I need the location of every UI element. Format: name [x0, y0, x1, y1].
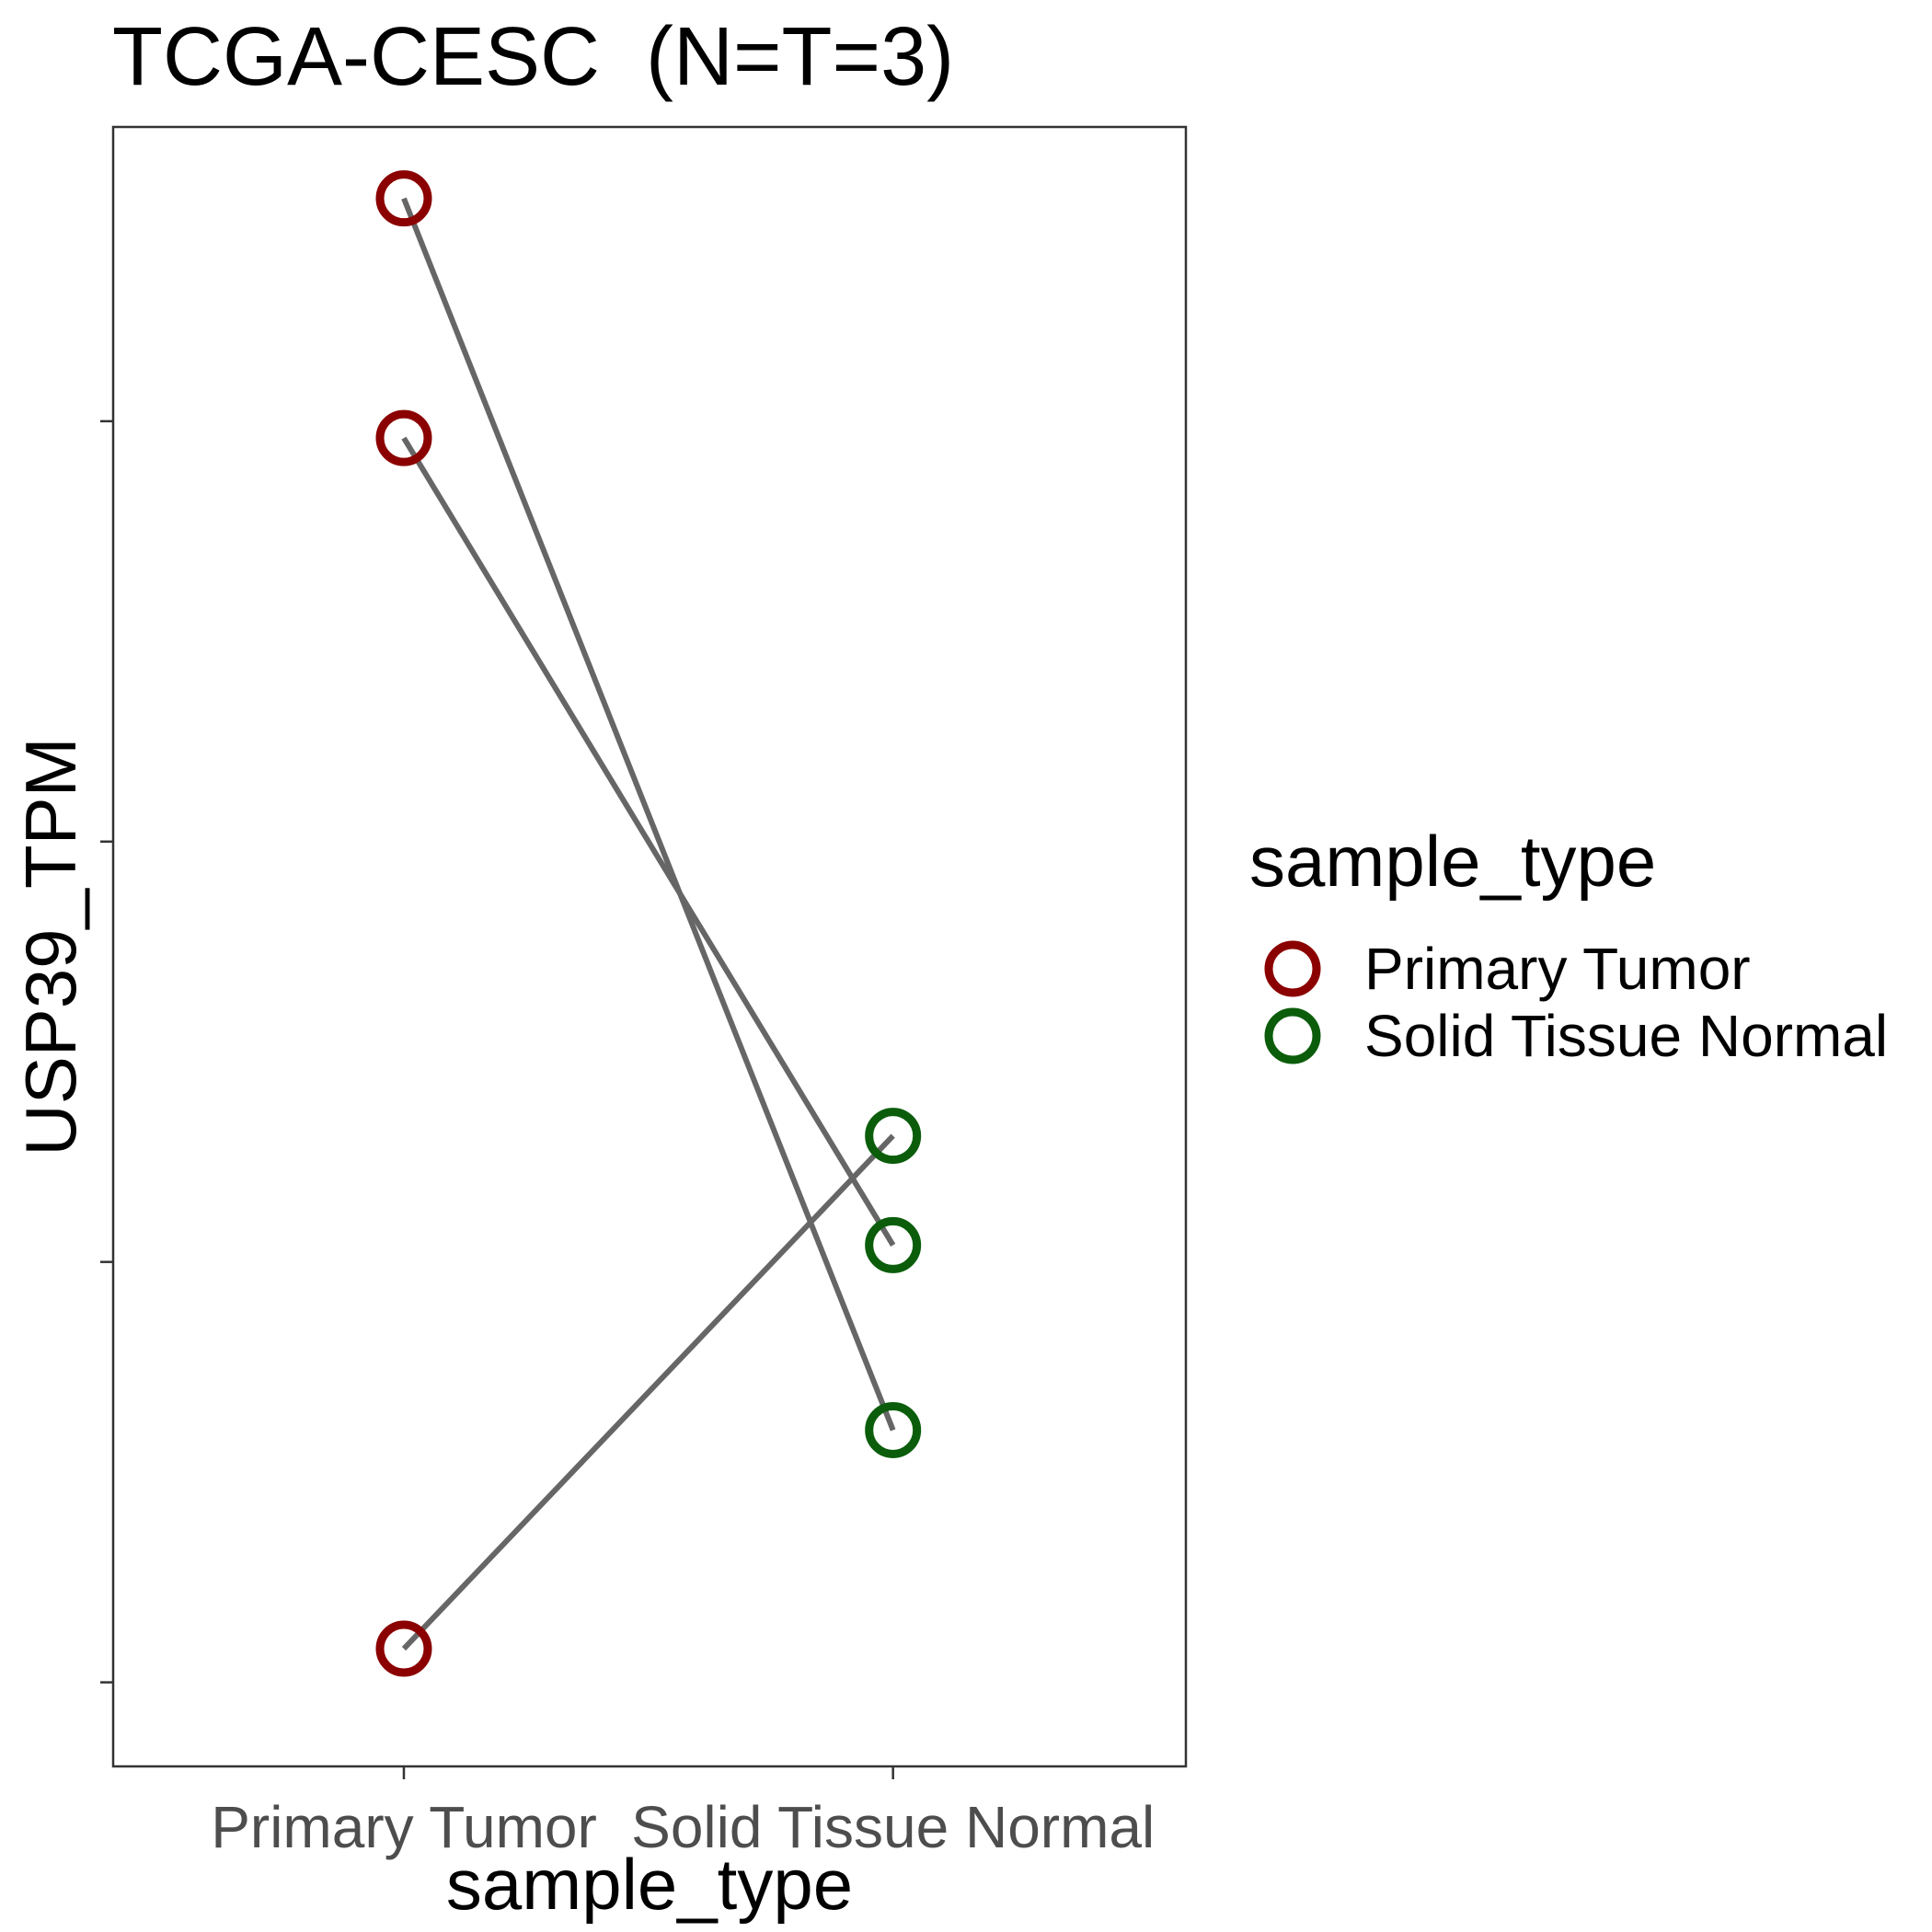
legend-key-1 [1264, 1007, 1321, 1064]
pair-line-2 [401, 1133, 895, 1651]
x-tick-label-0: Primary Tumor [211, 1794, 597, 1860]
point-solid-tissue-normal-1 [865, 1216, 922, 1273]
point-primary-tumor-1 [375, 409, 432, 466]
legend-label-0: Primary Tumor [1364, 936, 1751, 1002]
pair-lines [401, 197, 896, 1651]
y-axis-title: USP39_TPM [10, 737, 91, 1156]
chart-title: TCGA-CESC (N=T=3) [112, 11, 954, 103]
data-points [375, 170, 922, 1677]
point-primary-tumor-2 [375, 1620, 432, 1677]
point-solid-tissue-normal-2 [865, 1108, 922, 1165]
point-primary-tumor-0 [375, 170, 432, 227]
pair-line-1 [401, 436, 896, 1247]
plot-panel [111, 125, 1188, 1768]
y-axis-ticks [100, 420, 113, 1684]
legend-label-1: Solid Tissue Normal [1364, 1003, 1888, 1069]
point-solid-tissue-normal-0 [865, 1401, 922, 1458]
legend-title: sample_type [1249, 821, 1656, 902]
x-axis-title: sample_type [446, 1844, 853, 1925]
legend-key-0 [1264, 940, 1321, 997]
x-tick-label-1: Solid Tissue Normal [631, 1794, 1155, 1860]
x-axis-ticks: Primary Tumor Solid Tissue Normal [211, 1766, 1155, 1860]
